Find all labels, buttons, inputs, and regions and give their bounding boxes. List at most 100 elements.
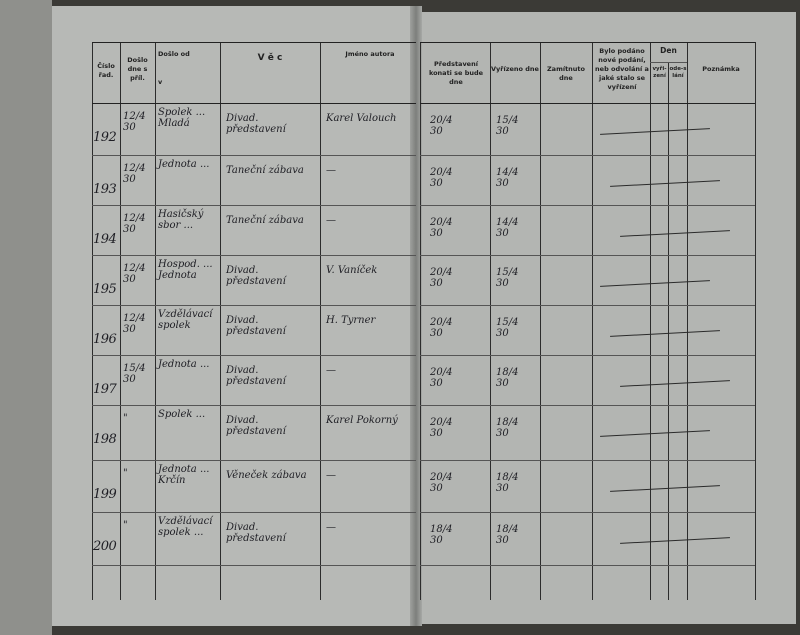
performance-date: 20/4 30 (430, 367, 453, 389)
settled-date: 18/4 30 (496, 472, 519, 494)
column-rule (668, 62, 669, 600)
column-rule (320, 42, 321, 600)
performance-date: 20/4 30 (430, 167, 453, 189)
sender: Jednota ... (158, 359, 210, 370)
settled-date: 18/4 30 (496, 417, 519, 439)
received-date: 12/4 30 (123, 313, 146, 335)
row-number: 197 (93, 382, 117, 397)
subject: Věneček zábava (226, 470, 307, 481)
author-name: Karel Valouch (326, 113, 397, 124)
received-date: 12/4 30 (123, 163, 146, 185)
row-rule (92, 255, 416, 256)
header-podano: Bylo podáno nové podání, neb odvolání a … (595, 47, 649, 91)
row-rule (420, 355, 755, 356)
author-name: — (326, 470, 336, 481)
sender: Hospod. ... Jednota (158, 259, 213, 281)
header-cislo: Číslo řad. (97, 62, 115, 79)
author-name: — (326, 215, 336, 226)
received-date: " (123, 413, 128, 424)
received-date: " (123, 520, 128, 531)
row-rule (420, 512, 755, 513)
page-edge (0, 0, 52, 635)
subject: Divad. představení (226, 415, 286, 437)
subject: Divad. představení (226, 522, 286, 544)
column-rule (92, 42, 93, 600)
performance-date: 18/4 30 (430, 524, 453, 546)
row-rule (92, 512, 416, 513)
settled-date: 18/4 30 (496, 524, 519, 546)
row-number: 200 (93, 539, 117, 554)
performance-date: 20/4 30 (430, 217, 453, 239)
author-name: — (326, 365, 336, 376)
book-spine (410, 6, 422, 626)
row-rule (420, 255, 755, 256)
row-rule (420, 205, 755, 206)
row-rule (92, 460, 416, 461)
column-rule (120, 42, 121, 600)
header-zamitnuto: Zamítnuto dne (546, 65, 586, 82)
header-doslo-v: v (158, 78, 163, 86)
header-doslo-od: Došlo od (158, 50, 190, 58)
subject: Taneční zábava (226, 215, 304, 226)
row-rule (420, 155, 755, 156)
received-date: 12/4 30 (123, 213, 146, 235)
row-rule (420, 405, 755, 406)
sender: Jednota ... Krčín (158, 464, 210, 486)
author-name: H. Tyrner (326, 315, 376, 326)
performance-date: 20/4 30 (430, 115, 453, 137)
sender: Vzdělávací spolek (158, 309, 213, 331)
performance-date: 20/4 30 (430, 317, 453, 339)
row-number: 196 (93, 332, 117, 347)
row-rule (420, 42, 755, 43)
received-date: 12/4 30 (123, 111, 146, 133)
received-date: 12/4 30 (123, 263, 146, 285)
received-date: " (123, 468, 128, 479)
row-rule (420, 565, 755, 566)
header-vyrizeno: Vyřízeno dne (491, 65, 539, 73)
settled-date: 14/4 30 (496, 217, 519, 239)
sender: Hasičský sbor ... (158, 209, 204, 231)
column-rule (420, 42, 421, 600)
column-rule (650, 42, 651, 600)
subject: Divad. představení (226, 113, 286, 135)
column-rule (592, 42, 593, 600)
row-rule (92, 355, 416, 356)
column-rule (220, 42, 221, 600)
column-rule (540, 42, 541, 600)
row-rule (420, 460, 755, 461)
row-rule (92, 103, 416, 104)
row-rule (92, 305, 416, 306)
left-page (52, 6, 416, 626)
header-vec: V ě c (257, 53, 283, 63)
den-rule (650, 62, 687, 63)
row-rule (92, 155, 416, 156)
row-number: 194 (93, 232, 117, 247)
column-rule (155, 42, 156, 600)
author-name: — (326, 165, 336, 176)
right-page (416, 12, 796, 624)
row-rule (420, 103, 755, 104)
header-den: Den (660, 46, 677, 55)
row-number: 199 (93, 487, 117, 502)
settled-date: 15/4 30 (496, 317, 519, 339)
settled-date: 15/4 30 (496, 267, 519, 289)
header-jmeno-autora: Jméno autora (345, 50, 395, 58)
author-name: V. Vaníček (326, 265, 378, 276)
row-rule (92, 405, 416, 406)
author-name: — (326, 522, 336, 533)
row-rule (92, 565, 416, 566)
header-den-vyrizeni: vyři-zení (652, 66, 667, 79)
header-poznamka: Poznámka (702, 65, 740, 73)
subject: Divad. představení (226, 265, 286, 287)
author-name: Karel Pokorný (326, 415, 398, 426)
received-date: 15/4 30 (123, 363, 146, 385)
row-number: 198 (93, 432, 117, 447)
row-rule (420, 305, 755, 306)
header-predstaveni: Představení konati se bude dne (428, 60, 484, 86)
sender: Spolek ... (158, 409, 206, 420)
settled-date: 18/4 30 (496, 367, 519, 389)
sender: Jednota ... (158, 159, 210, 170)
subject: Divad. představení (226, 365, 286, 387)
column-rule (490, 42, 491, 600)
